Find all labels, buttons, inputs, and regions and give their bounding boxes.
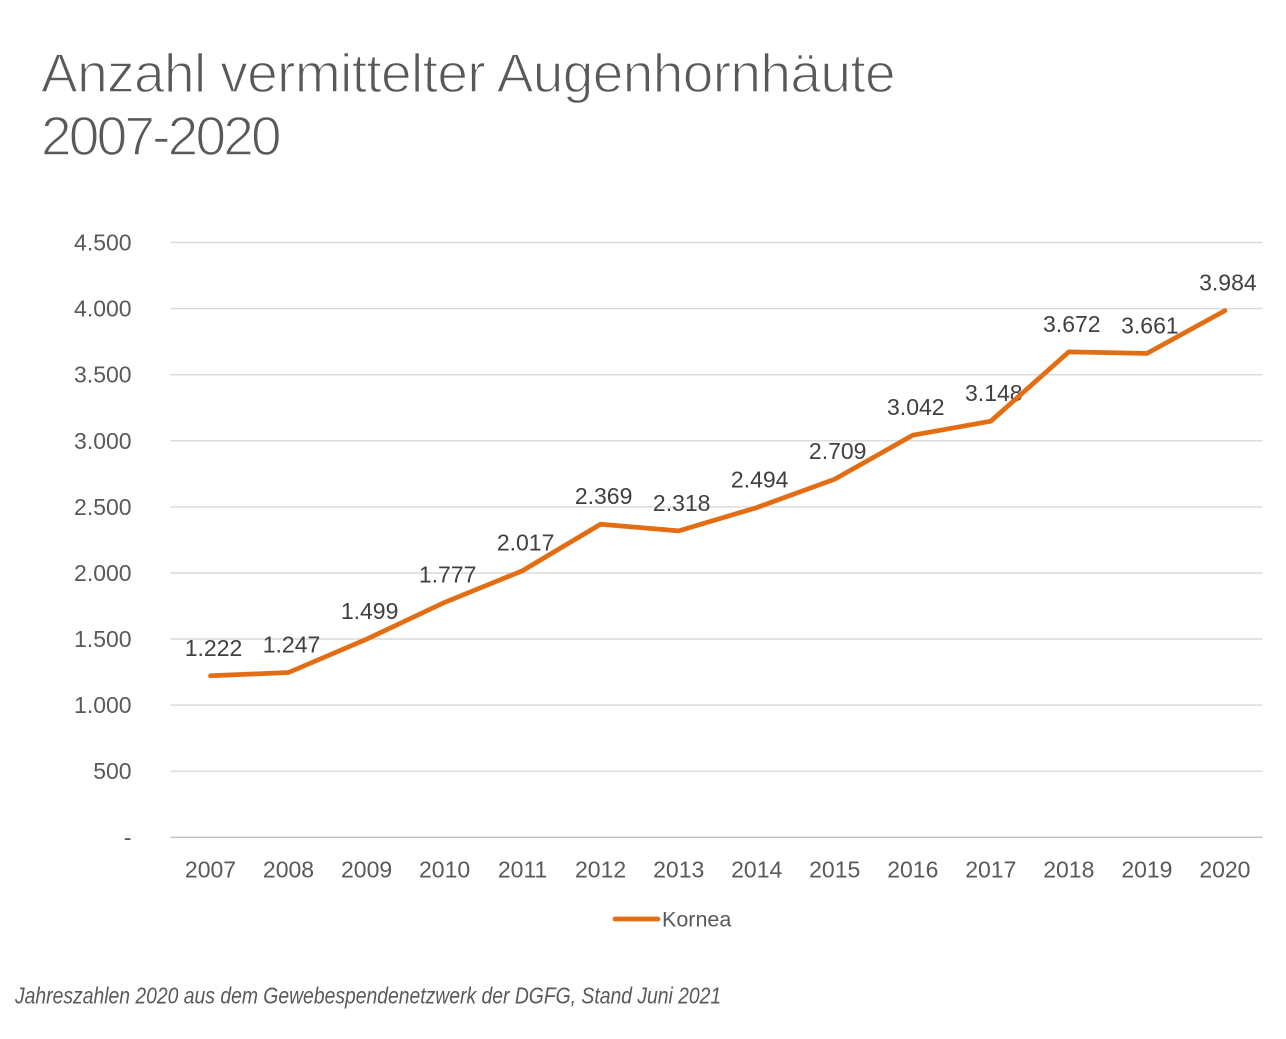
svg-text:3.984: 3.984 (1199, 270, 1257, 296)
svg-text:-: - (124, 824, 132, 850)
svg-text:1.247: 1.247 (263, 632, 321, 658)
svg-text:2007-2020: 2007-2020 (41, 105, 280, 167)
svg-text:2.369: 2.369 (575, 483, 633, 509)
svg-text:1.000: 1.000 (74, 692, 132, 718)
svg-text:3.672: 3.672 (1043, 311, 1101, 337)
svg-text:2014: 2014 (731, 856, 782, 882)
svg-text:1.222: 1.222 (185, 635, 243, 661)
svg-text:2018: 2018 (1043, 856, 1094, 882)
svg-text:Anzahl vermittelter Augenhornh: Anzahl vermittelter Augenhornhäute (41, 42, 895, 104)
svg-text:2013: 2013 (653, 856, 704, 882)
svg-text:2.017: 2.017 (497, 530, 555, 556)
svg-text:Jahreszahlen 2020 aus dem Gewe: Jahreszahlen 2020 aus dem Gewebespendene… (14, 983, 721, 1009)
svg-text:Kornea: Kornea (662, 908, 731, 932)
svg-text:2.500: 2.500 (74, 494, 132, 520)
svg-text:1.777: 1.777 (419, 561, 477, 587)
svg-text:2016: 2016 (887, 856, 938, 882)
svg-text:3.042: 3.042 (887, 394, 945, 420)
svg-text:4.000: 4.000 (74, 296, 132, 322)
svg-text:2010: 2010 (419, 856, 470, 882)
svg-text:2.709: 2.709 (809, 438, 867, 464)
svg-text:3.000: 3.000 (74, 428, 132, 454)
svg-text:2011: 2011 (498, 856, 547, 882)
svg-text:2008: 2008 (263, 856, 314, 882)
svg-text:2009: 2009 (341, 856, 392, 882)
svg-text:2.494: 2.494 (731, 467, 789, 493)
svg-text:2012: 2012 (575, 856, 626, 882)
svg-text:2020: 2020 (1199, 856, 1250, 882)
svg-text:2.000: 2.000 (74, 560, 132, 586)
svg-text:2007: 2007 (185, 856, 236, 882)
svg-text:4.500: 4.500 (74, 230, 132, 256)
svg-text:1.499: 1.499 (341, 598, 399, 624)
svg-text:2017: 2017 (965, 856, 1016, 882)
svg-text:2019: 2019 (1121, 856, 1172, 882)
svg-text:3.661: 3.661 (1121, 312, 1179, 338)
svg-text:500: 500 (93, 758, 131, 784)
svg-text:3.500: 3.500 (74, 362, 132, 388)
svg-text:1.500: 1.500 (74, 626, 132, 652)
svg-text:2015: 2015 (809, 856, 860, 882)
svg-text:2.318: 2.318 (653, 490, 711, 516)
